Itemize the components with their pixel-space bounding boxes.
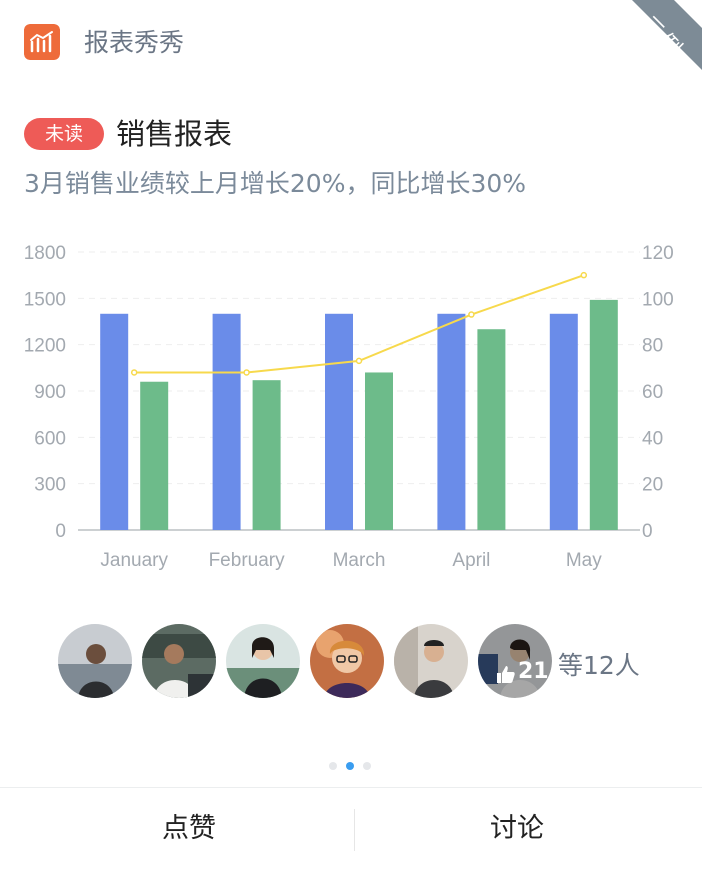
y-left-tick-label: 1800 (24, 243, 66, 264)
bar-1 (100, 313, 129, 530)
y-left-tick-label: 300 (34, 475, 66, 496)
y-right-tick-label: 40 (642, 428, 663, 449)
x-tick-label: May (566, 550, 602, 571)
y-left-tick-label: 900 (34, 382, 66, 403)
sample-ribbon: 示例 (612, 0, 702, 90)
report-summary: 3月销售业绩较上月增长20%，同比增长30% (24, 169, 527, 198)
bar-2 (365, 372, 393, 530)
action-bar: 点赞 讨论 (0, 787, 702, 871)
likes-avatar[interactable]: 21 (478, 624, 552, 698)
participants-more[interactable]: 等12人 (558, 651, 640, 680)
report-title[interactable]: 销售报表 (116, 117, 233, 151)
discuss-button[interactable]: 讨论 (490, 813, 544, 844)
x-tick-label: February (209, 550, 286, 571)
page-dot[interactable] (329, 762, 337, 770)
line-point (580, 271, 588, 279)
page-dot-active[interactable] (346, 762, 354, 770)
y-right-tick-label: 60 (642, 382, 663, 403)
x-tick-label: March (333, 550, 386, 571)
unread-badge: 未读 (24, 118, 104, 150)
avatar[interactable] (394, 624, 468, 698)
avatar[interactable] (142, 624, 216, 698)
y-right-tick-label: 120 (642, 243, 674, 264)
y-left-tick-label: 600 (34, 428, 66, 449)
footer-divider (354, 809, 355, 851)
x-tick-label: January (100, 550, 168, 571)
bar-1 (212, 313, 241, 530)
app-title: 报表秀秀 (84, 28, 185, 57)
likes-count: 21 (518, 659, 549, 684)
y-right-tick-label: 80 (642, 336, 663, 357)
line-point (468, 311, 475, 318)
y-right-tick-label: 100 (642, 289, 674, 310)
bar-1 (549, 313, 578, 530)
bar-2 (252, 380, 281, 530)
y-left-tick-label: 1500 (24, 289, 66, 310)
line-point (243, 369, 250, 376)
bar-2 (140, 381, 169, 530)
bar-1 (437, 313, 466, 530)
like-button[interactable]: 点赞 (162, 813, 216, 844)
bar-2 (589, 299, 618, 530)
avatar[interactable] (58, 624, 132, 698)
y-left-tick-label: 1200 (24, 336, 66, 357)
card-header: 报表秀秀 示例 (0, 0, 702, 88)
bar-1 (325, 313, 353, 530)
y-left-tick-label: 0 (55, 521, 66, 542)
x-tick-label: April (452, 550, 490, 571)
bar-chart-icon (24, 24, 60, 60)
avatar[interactable] (226, 624, 300, 698)
sales-chart[interactable]: 0 300 600 900 1200 1500 1800 0 20 40 60 80 100 120 Jan… (0, 230, 702, 590)
thumbs-up-icon (497, 666, 515, 683)
avatar[interactable] (310, 624, 384, 698)
y-right-tick-label: 0 (642, 521, 653, 542)
page-dot[interactable] (363, 762, 371, 770)
line-point (355, 357, 363, 365)
line-point (130, 369, 138, 376)
y-right-tick-label: 20 (642, 475, 663, 496)
bar-2 (477, 329, 506, 530)
